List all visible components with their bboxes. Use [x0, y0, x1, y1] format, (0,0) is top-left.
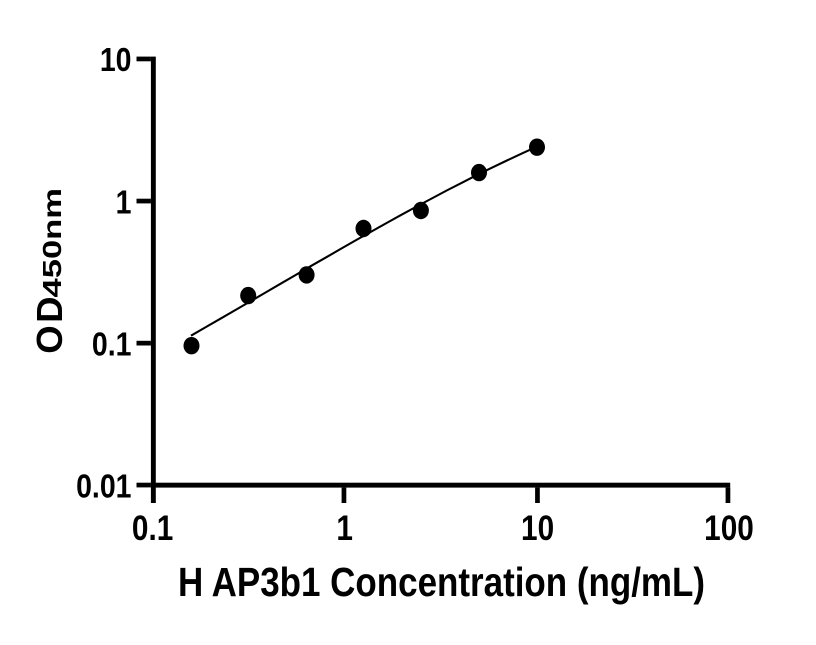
svg-text:H AP3b1 Concentration (ng/mL): H AP3b1 Concentration (ng/mL)	[178, 559, 705, 605]
svg-text:0.01: 0.01	[76, 467, 131, 505]
svg-text:10: 10	[100, 41, 132, 79]
svg-text:OD: OD	[29, 294, 70, 354]
svg-text:450nm: 450nm	[38, 188, 67, 298]
svg-text:10: 10	[521, 509, 554, 548]
svg-text:1: 1	[336, 509, 353, 548]
svg-text:100: 100	[704, 509, 754, 548]
svg-text:0.1: 0.1	[92, 325, 132, 363]
svg-text:1: 1	[116, 183, 132, 221]
svg-text:0.1: 0.1	[132, 509, 173, 548]
